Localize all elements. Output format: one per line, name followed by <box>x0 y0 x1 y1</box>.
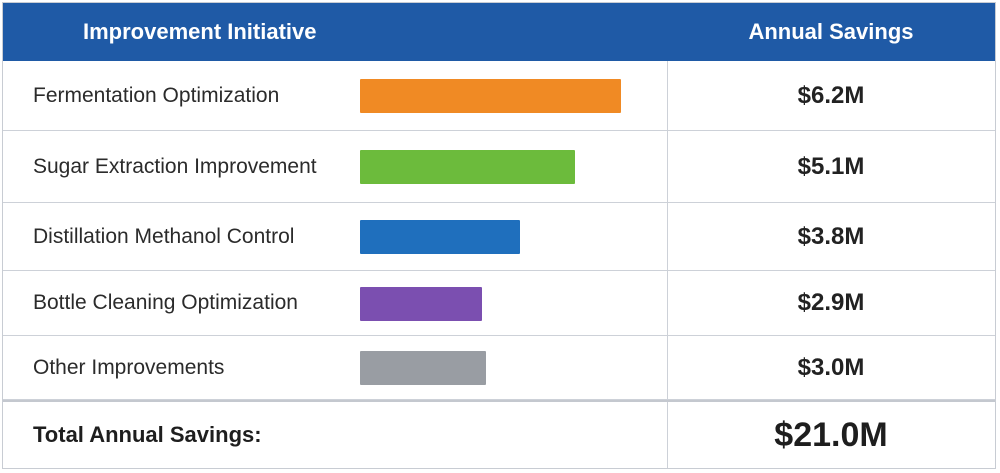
table-row: Distillation Methanol Control $3.8M <box>3 203 995 271</box>
initiative-label: Bottle Cleaning Optimization <box>33 291 298 314</box>
total-row: Total Annual Savings: $21.0M <box>3 400 995 468</box>
total-value: $21.0M <box>774 415 888 454</box>
savings-value: $6.2M <box>797 81 865 109</box>
header-annual-savings: Annual Savings <box>748 19 914 44</box>
savings-bar <box>360 351 486 385</box>
savings-value: $5.1M <box>797 152 865 180</box>
savings-bar <box>360 287 482 321</box>
initiative-label: Other Improvements <box>33 355 225 379</box>
savings-bar <box>360 150 575 184</box>
savings-value: $3.8M <box>797 222 865 250</box>
table-row: Fermentation Optimization $6.2M <box>3 61 995 131</box>
savings-value: $3.0M <box>797 353 865 381</box>
table-row: Bottle Cleaning Optimization $2.9M <box>3 271 995 336</box>
total-label: Total Annual Savings: <box>33 422 262 447</box>
table-row: Sugar Extraction Improvement $5.1M <box>3 131 995 203</box>
savings-bar <box>360 220 520 254</box>
savings-value: $2.9M <box>797 289 865 316</box>
savings-bar <box>360 79 621 113</box>
initiative-label: Distillation Methanol Control <box>33 224 295 248</box>
header-initiative: Improvement Initiative <box>83 19 317 44</box>
initiative-label: Fermentation Optimization <box>33 83 280 107</box>
table-header: Improvement Initiative Annual Savings <box>3 3 995 61</box>
initiative-label: Sugar Extraction Improvement <box>33 154 317 178</box>
column-divider <box>667 61 668 468</box>
table-row: Other Improvements $3.0M <box>3 336 995 400</box>
